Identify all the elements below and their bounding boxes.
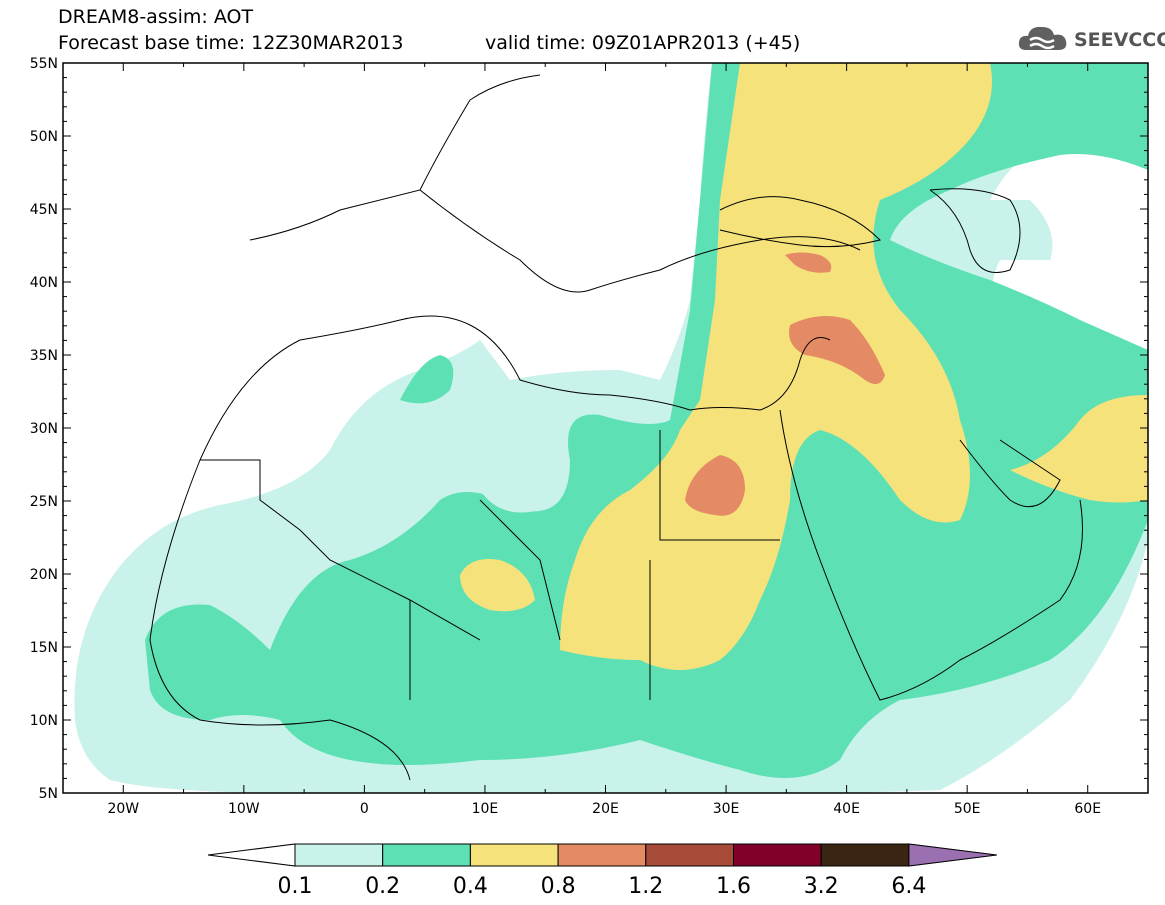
colorbar-box <box>645 843 734 867</box>
map-title: DREAM8-assim: AOT <box>58 6 254 28</box>
aot-contour-0-1-inner <box>475 397 563 513</box>
lon-tick-label: 20E <box>592 801 619 817</box>
coastline-europe <box>249 74 861 293</box>
colorbar-box <box>382 843 471 867</box>
lat-tick-label: 25N <box>30 494 58 510</box>
colorbar-label: 0.1 <box>278 874 313 899</box>
colorbar-label: 0.4 <box>453 874 488 899</box>
lon-tick-label: 20W <box>107 801 139 817</box>
aot-contour-0-4 <box>460 63 1148 670</box>
seevccc-logo <box>1016 22 1156 56</box>
map-axes: 5N 10N 15N 20N 25N 30N 35N 40N 45N 50N 55N 20W 10W 0 1… <box>30 56 1149 817</box>
aot-contour-0-8-egypt <box>685 455 745 516</box>
lon-tick-label: 40E <box>833 801 860 817</box>
logo-text: SEEVCCC <box>1074 29 1165 51</box>
coastlines <box>149 74 1083 781</box>
lat-tick-label: 55N <box>30 56 58 72</box>
lat-tick-label: 35N <box>30 348 58 364</box>
lat-tick-label: 10N <box>30 713 58 729</box>
colorbar-box <box>469 843 559 867</box>
colorbar-box <box>294 843 384 867</box>
colorbar-box <box>820 843 910 867</box>
colorbar-label: 1.6 <box>716 874 751 899</box>
lon-tick-label: 0 <box>360 801 369 817</box>
aot-field <box>74 63 1148 793</box>
lat-tick-label: 50N <box>30 129 58 145</box>
colorbar-label: 6.4 <box>891 874 926 899</box>
coastline-africa-west <box>149 639 411 781</box>
coastline-caspian <box>929 188 1021 273</box>
colorbar-over-arrow <box>908 843 997 867</box>
cloud-icon <box>1018 26 1067 50</box>
lon-tick-label: 30E <box>713 801 740 817</box>
lon-tick-label: 10W <box>228 801 260 817</box>
lat-tick-label: 20N <box>30 567 58 583</box>
colorbar-box <box>733 843 822 867</box>
lat-tick-label: 15N <box>30 640 58 656</box>
border-sahara-lines <box>200 430 780 700</box>
colorbar-label: 0.2 <box>365 874 400 899</box>
colorbar-label: 3.2 <box>804 874 839 899</box>
colorbar-box <box>557 843 647 867</box>
aot-contour-0-8-syria <box>789 316 885 384</box>
coastline-black-sea <box>719 196 881 248</box>
colorbar-under-arrow <box>207 843 296 867</box>
coastline-red-sea <box>779 409 1083 701</box>
lat-tick-label: 5N <box>39 786 58 802</box>
aot-contour-0-8-turkey <box>785 252 832 273</box>
colorbar-label: 1.2 <box>628 874 663 899</box>
lon-tick-label: 50E <box>954 801 981 817</box>
lon-tick-label: 10E <box>472 801 499 817</box>
lat-tick-label: 45N <box>30 202 58 218</box>
coastline-africa-north <box>149 315 831 641</box>
valid-time: valid time: 09Z01APR2013 (+45) <box>485 32 801 54</box>
forecast-base-time: Forecast base time: 12Z30MAR2013 <box>58 32 404 54</box>
lon-tick-label: 60E <box>1074 801 1101 817</box>
colorbar: 0.1 0.2 0.4 0.8 1.2 1.6 3.2 6.4 <box>207 843 997 899</box>
aot-contour-0-2 <box>145 63 1148 778</box>
colorbar-label: 0.8 <box>541 874 576 899</box>
coastline-gulf <box>959 439 1061 508</box>
lat-tick-label: 30N <box>30 421 58 437</box>
lat-tick-label: 40N <box>30 275 58 291</box>
